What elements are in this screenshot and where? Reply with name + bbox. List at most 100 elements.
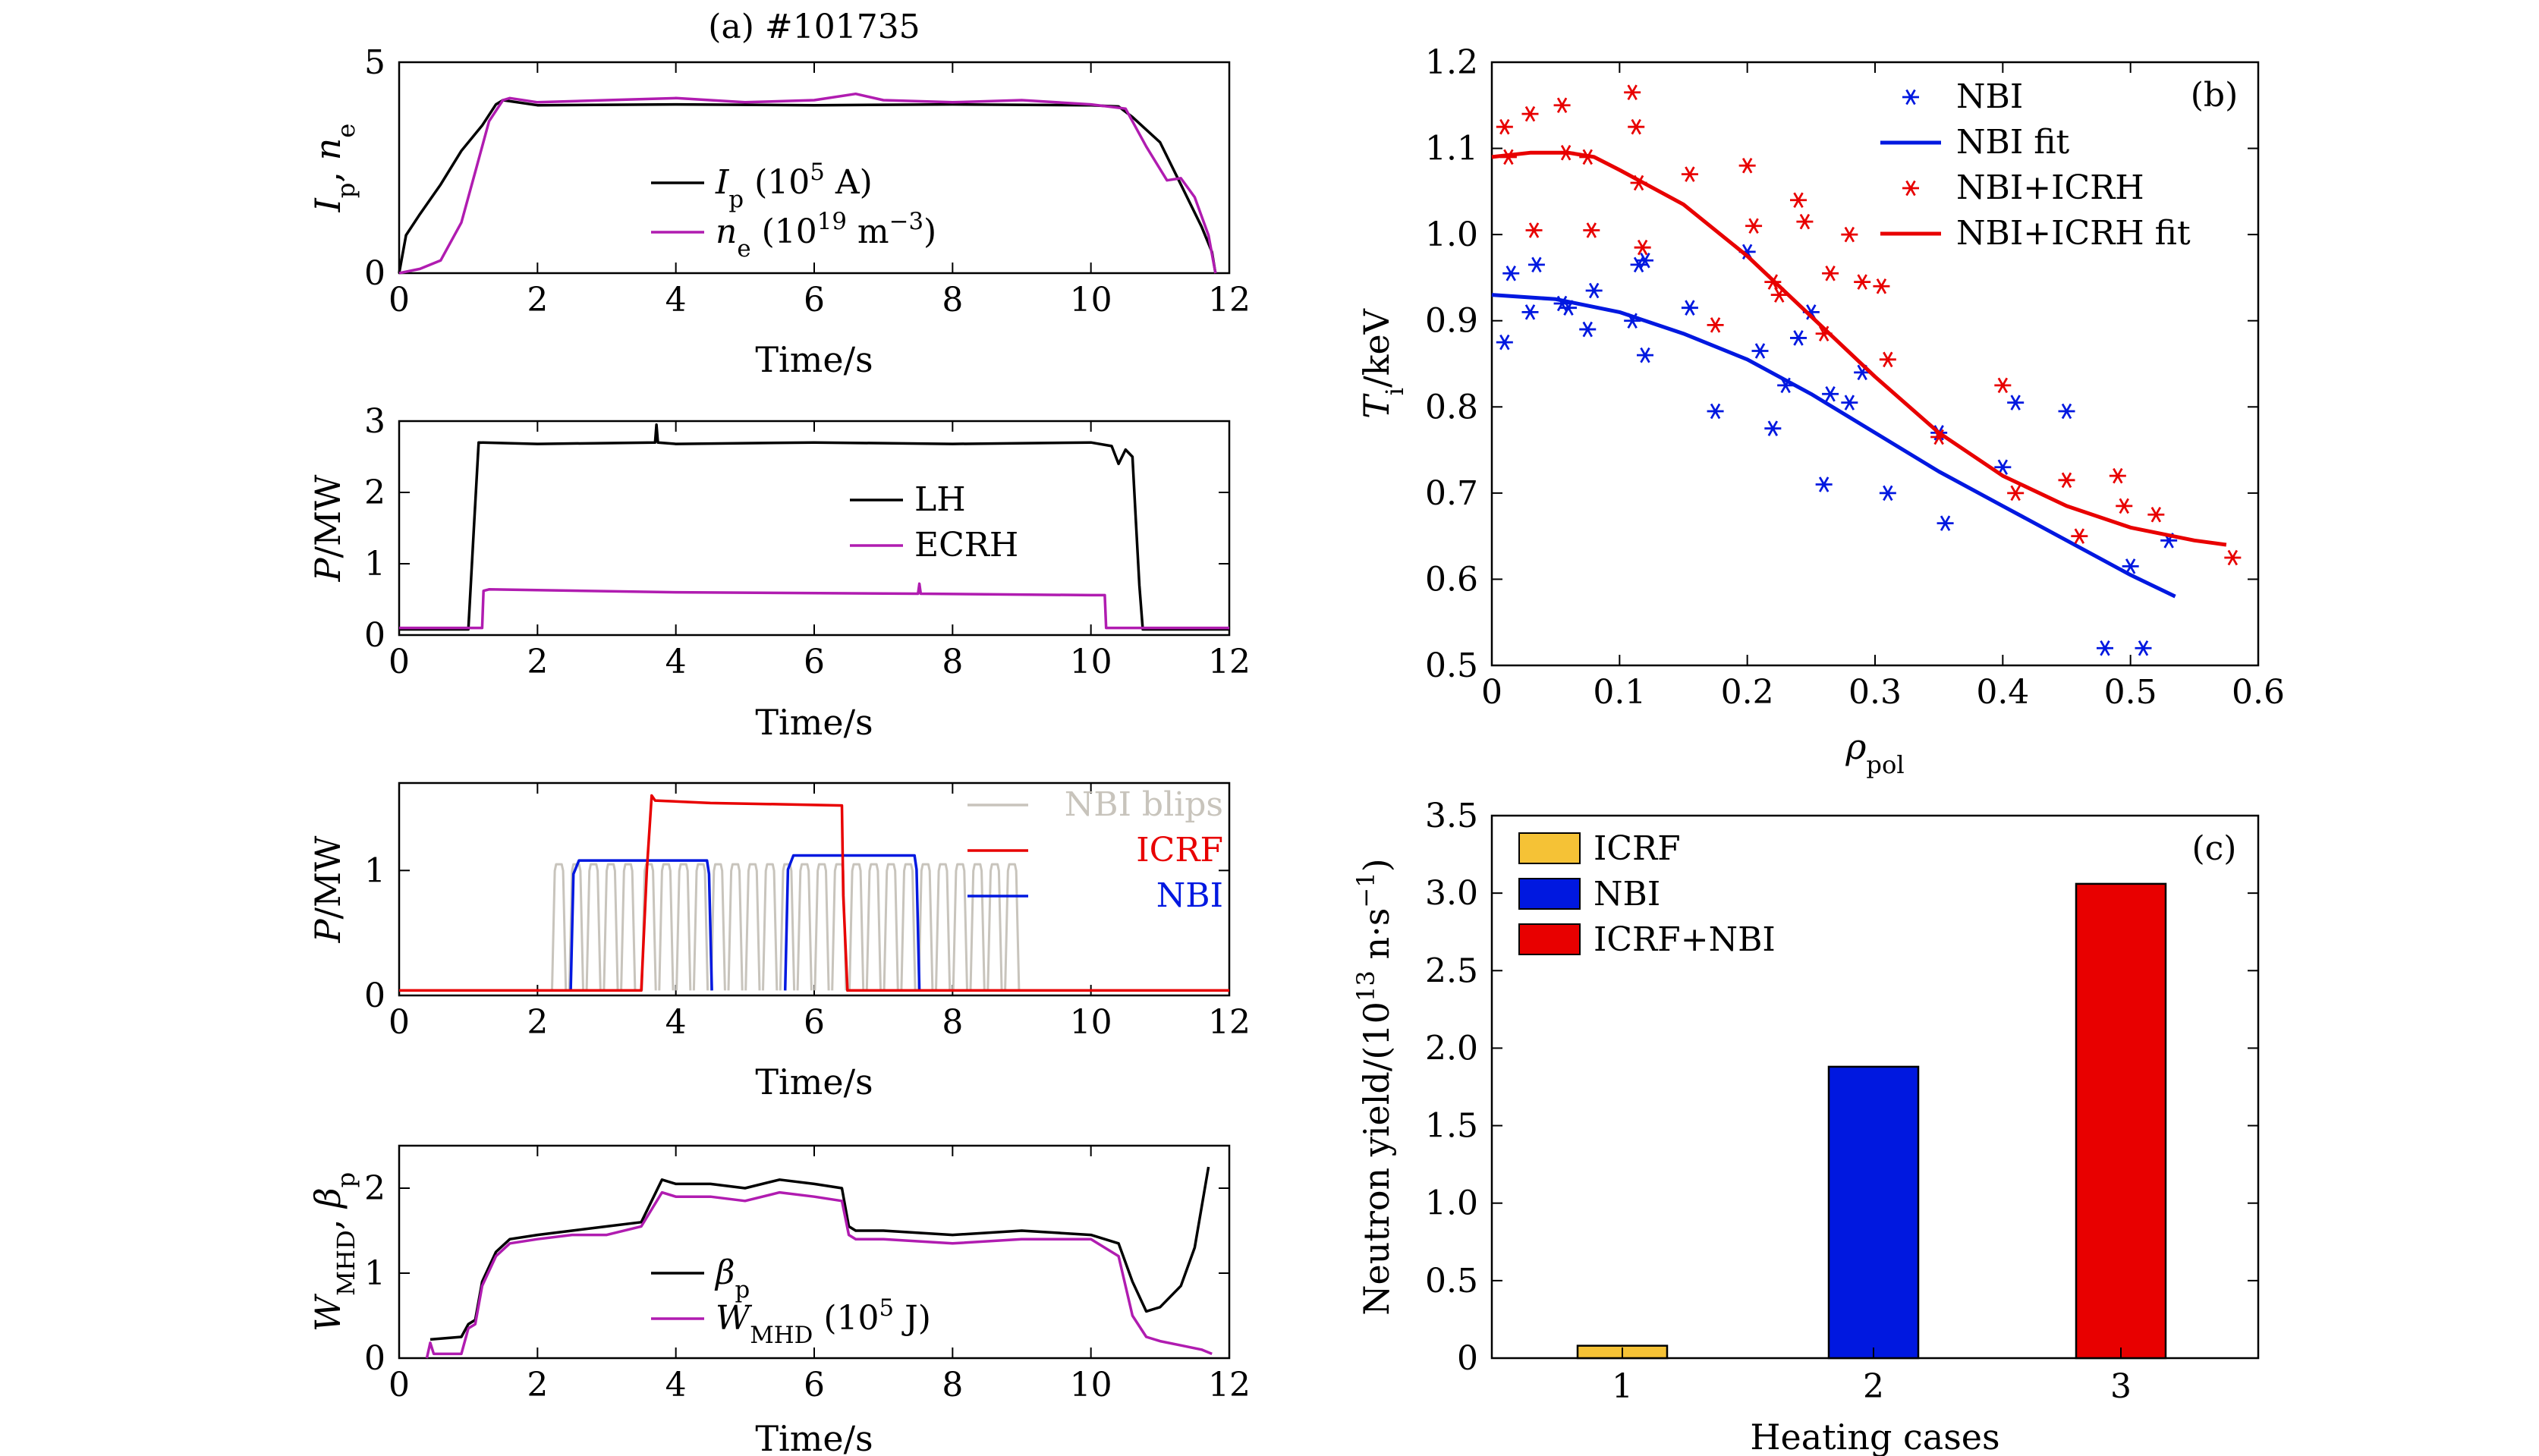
data-point-blue [1790, 330, 1807, 346]
legend-label-betap: βp [714, 1253, 750, 1303]
legend-label-ne: ne (1019 m−3) [716, 208, 936, 263]
data-point-red [1707, 317, 1724, 333]
legend-swatch [1518, 878, 1581, 910]
x-tick-label: 2 [527, 281, 548, 319]
panel-ti-profile: 0 0.1 0.2 0.3 0.4 0.5 0.6 0.5 0.6 0.7 0.8 0.9 1.0 1.1… [1356, 43, 2285, 779]
data-point-red [1583, 222, 1600, 238]
x-tick-label: 12 [1208, 1003, 1251, 1042]
legend-marker [1902, 180, 1919, 197]
legend-label-lh: LH [914, 480, 966, 519]
data-point-blue [1585, 282, 1603, 299]
data-point-red [1879, 351, 1896, 368]
data-point-red [1681, 166, 1698, 182]
data-point-blue [2135, 640, 2152, 656]
y-tick-label: 2 [364, 473, 385, 512]
data-point-blue [1681, 300, 1698, 316]
nbi-blip [585, 863, 602, 991]
y-tick-label: 1 [364, 851, 385, 890]
y-tick-label: 3.0 [1425, 874, 1478, 913]
x-tick-label: 6 [804, 1003, 825, 1042]
legend-label: NBI [1594, 875, 1660, 914]
x-tick-label: 12 [1208, 643, 1251, 681]
x-tick-label: 0 [389, 1003, 410, 1042]
y-tick-label: 0.7 [1425, 474, 1478, 513]
y-axis-label: WMHD, βp [307, 1172, 360, 1332]
nbi-pulse [569, 859, 713, 991]
x-tick-label: 1 [1612, 1367, 1633, 1406]
x-tick-label: 12 [1208, 281, 1251, 319]
legend-label: NBI+ICRH fit [1956, 214, 2191, 253]
data-point-red [1738, 158, 1756, 174]
data-point-blue [1764, 420, 1782, 436]
legend-label: ICRF+NBI [1594, 920, 1776, 959]
nbi-blip [935, 863, 952, 991]
data-point-red [2116, 498, 2133, 514]
nbi-blip [675, 863, 692, 991]
nbi-blip [727, 863, 744, 991]
data-point-blue [1879, 485, 1896, 502]
nbi-blip [796, 863, 813, 991]
data-point-red [1496, 118, 1513, 135]
x-tick-label: 4 [665, 281, 687, 319]
x-tick-label: 2 [1863, 1367, 1884, 1406]
nbi-blip [813, 863, 830, 991]
x-axis-label: Time/s [755, 339, 873, 380]
nbi-blip [1004, 863, 1021, 991]
data-point-red [2109, 467, 2126, 484]
data-point-blue [1841, 395, 1858, 410]
data-point-red [1854, 274, 1871, 290]
y-axis-label: P/MW [307, 474, 348, 583]
y-tick-label: 0 [364, 616, 385, 655]
nbi-blip [658, 863, 675, 991]
y-tick-label: 0.8 [1425, 388, 1478, 426]
fit-line-red [1491, 150, 2227, 547]
data-point-blue [2122, 558, 2139, 574]
data-point-red [1634, 239, 1651, 256]
data-point-blue [2097, 640, 2113, 656]
y-axis-label: Ip, ne [307, 124, 360, 213]
y-tick-label: 2.0 [1425, 1029, 1478, 1068]
legend-label-wmhd: WMHD (105 J) [716, 1294, 931, 1349]
data-point-red [2224, 549, 2242, 566]
data-point-red [1796, 213, 1814, 230]
y-tick-label: 3.5 [1425, 797, 1478, 835]
x-tick-label: 4 [665, 1003, 687, 1042]
legend-label: NBI blips [1065, 785, 1223, 824]
panel-label: (b) [2191, 76, 2239, 115]
x-axis-label: Time/s [755, 1061, 873, 1102]
x-tick-label: 8 [942, 1003, 963, 1042]
data-point-blue [1579, 321, 1597, 338]
icrf-line [399, 794, 1229, 992]
data-point-red [1873, 278, 1890, 294]
data-point-blue [2058, 403, 2075, 420]
data-point-red [1553, 97, 1571, 114]
y-tick-label: 1 [364, 1254, 385, 1293]
x-tick-label: 0 [389, 643, 410, 681]
y-axis-label: Neutron yield/(1013 n·s−1) [1351, 858, 1397, 1315]
legend-label: NBI+ICRH [1956, 168, 2144, 207]
y-tick-label: 1.5 [1425, 1107, 1478, 1146]
y-tick-label: 1.0 [1425, 1184, 1478, 1223]
data-point-red [1790, 192, 1807, 208]
x-tick-label: 2 [527, 1366, 548, 1404]
y-tick-label: 0 [1457, 1339, 1478, 1378]
panel-label: (c) [2192, 829, 2237, 868]
panel-icrf-nbi: 0 2 4 6 8 10 12 0 1 Time/s P/MW NBI blips ICRF NBI [307, 781, 1251, 1102]
bar-NBI [1827, 1065, 1920, 1360]
data-point-red [1525, 222, 1543, 238]
nbi-blip [969, 863, 986, 991]
data-point-blue [1521, 304, 1539, 320]
data-point-red [1628, 118, 1645, 135]
y-tick-label: 0.6 [1425, 560, 1478, 599]
x-tick-label: 4 [665, 643, 687, 681]
data-point-red [1745, 218, 1763, 234]
data-point-red [2147, 506, 2165, 523]
data-point-red [2007, 485, 2025, 502]
y-tick-label: 0 [364, 976, 385, 1015]
plot-frame [1490, 61, 2260, 667]
x-tick-label: 10 [1070, 281, 1112, 319]
legend-marker [1902, 89, 1919, 105]
data-point-blue [1751, 343, 1769, 359]
